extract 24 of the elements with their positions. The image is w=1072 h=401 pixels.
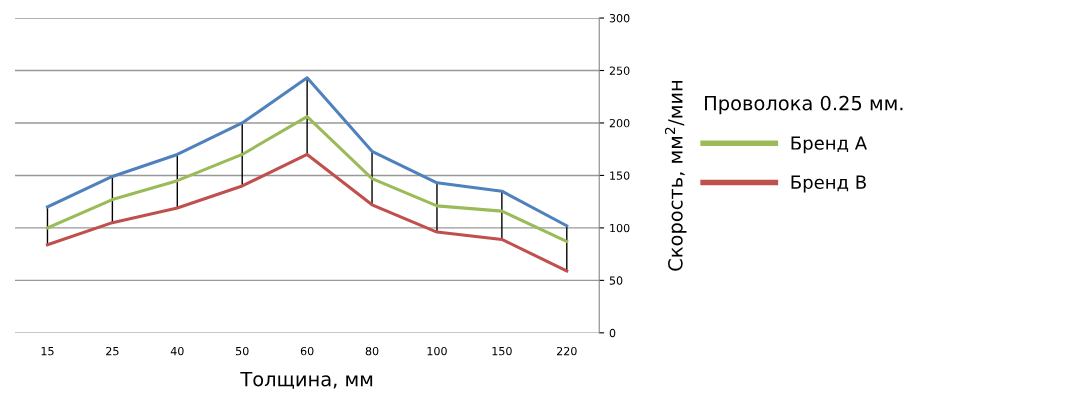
line-series	[45, 115, 569, 244]
legend-label: Бренд B	[791, 175, 866, 193]
x-tick-label: 15	[41, 347, 54, 356]
x-tick-label: 150	[492, 346, 512, 356]
line-series	[45, 152, 569, 273]
y-tick-label: 100	[610, 223, 630, 233]
x-tick-label: 220	[557, 346, 577, 356]
y-tick-label: 150	[610, 171, 630, 180]
line-series	[45, 76, 569, 228]
x-tick-label: 40	[170, 346, 184, 356]
x-axis-title: Толщина, мм	[240, 371, 373, 389]
x-tick-label: 80	[365, 346, 379, 356]
y-tick-label: 50	[609, 276, 623, 285]
y-tick-label: 200	[609, 118, 630, 128]
legend-label: Бренд A	[791, 136, 867, 154]
x-tick-label: 100	[427, 346, 447, 356]
y-tick-label: 250	[609, 66, 630, 75]
y-tick-label: 0	[609, 328, 616, 338]
y-axis-title: Скорость, мм$^{2}$/мин	[664, 80, 687, 271]
x-tick-label: 60	[300, 346, 314, 356]
x-tick-label: 25	[106, 346, 119, 356]
x-tick-label: 50	[236, 346, 249, 356]
legend-title: Проволока 0.25 мм.	[705, 95, 903, 115]
y-tick-label: 300	[609, 14, 630, 23]
